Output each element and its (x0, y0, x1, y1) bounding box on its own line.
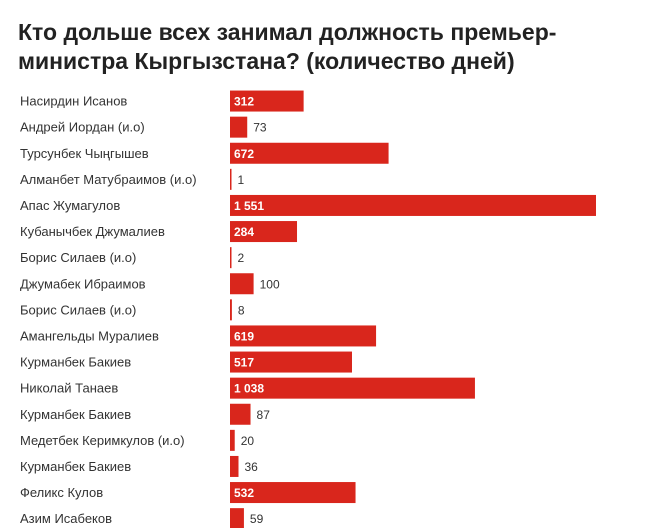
bar (230, 351, 352, 373)
category-label: Феликс Кулов (20, 485, 103, 500)
category-label: Азим Исабеков (20, 511, 112, 526)
value-label: 87 (257, 408, 271, 422)
category-label: Алманбет Матубраимов (и.о) (20, 172, 197, 187)
bar (230, 482, 356, 504)
bar (230, 168, 232, 190)
value-label: 100 (260, 277, 280, 291)
bar (230, 508, 244, 528)
value-label: 1 551 (234, 199, 264, 213)
bar (230, 90, 304, 112)
value-label: 532 (234, 486, 254, 500)
category-label: Насирдин Исанов (20, 94, 127, 109)
value-label: 672 (234, 147, 254, 161)
bar (230, 325, 377, 347)
category-label: Курманбек Бакиев (20, 459, 131, 474)
bar (230, 377, 475, 399)
bar (230, 221, 298, 243)
bar (230, 299, 232, 321)
value-label: 73 (253, 121, 267, 135)
value-label: 1 038 (234, 382, 264, 396)
bar (230, 273, 254, 295)
category-label: Борис Силаев (и.о) (20, 250, 136, 265)
category-label: Турсунбек Чыңгышев (20, 146, 149, 161)
bar (230, 403, 251, 425)
value-label: 312 (234, 95, 254, 109)
category-label: Кубанычбек Джумалиев (20, 224, 165, 239)
category-label: Медетбек Керимкулов (и.о) (20, 433, 185, 448)
value-label: 59 (250, 512, 264, 526)
bar (230, 194, 596, 216)
value-label: 619 (234, 329, 254, 343)
value-label: 8 (238, 303, 245, 317)
value-label: 1 (238, 173, 245, 187)
value-label: 36 (244, 460, 258, 474)
bar (230, 116, 248, 138)
category-label: Амангельды Муралиев (20, 328, 159, 343)
value-label: 284 (234, 225, 254, 239)
value-label: 2 (238, 251, 245, 265)
category-label: Курманбек Бакиев (20, 407, 131, 422)
value-label: 20 (241, 434, 255, 448)
bar (230, 142, 389, 164)
category-label: Курманбек Бакиев (20, 355, 131, 370)
category-label: Апас Жумагулов (20, 198, 120, 213)
chart-title: Кто дольше всех занимал должность премье… (18, 19, 557, 74)
category-label: Николай Танаев (20, 381, 118, 396)
category-label: Джумабек Ибраимов (20, 276, 146, 291)
bar (230, 429, 235, 451)
bar (230, 455, 239, 477)
category-label: Борис Силаев (и.о) (20, 302, 136, 317)
category-label: Андрей Иордан (и.о) (20, 120, 145, 135)
value-label: 517 (234, 356, 254, 370)
bar (230, 247, 232, 269)
